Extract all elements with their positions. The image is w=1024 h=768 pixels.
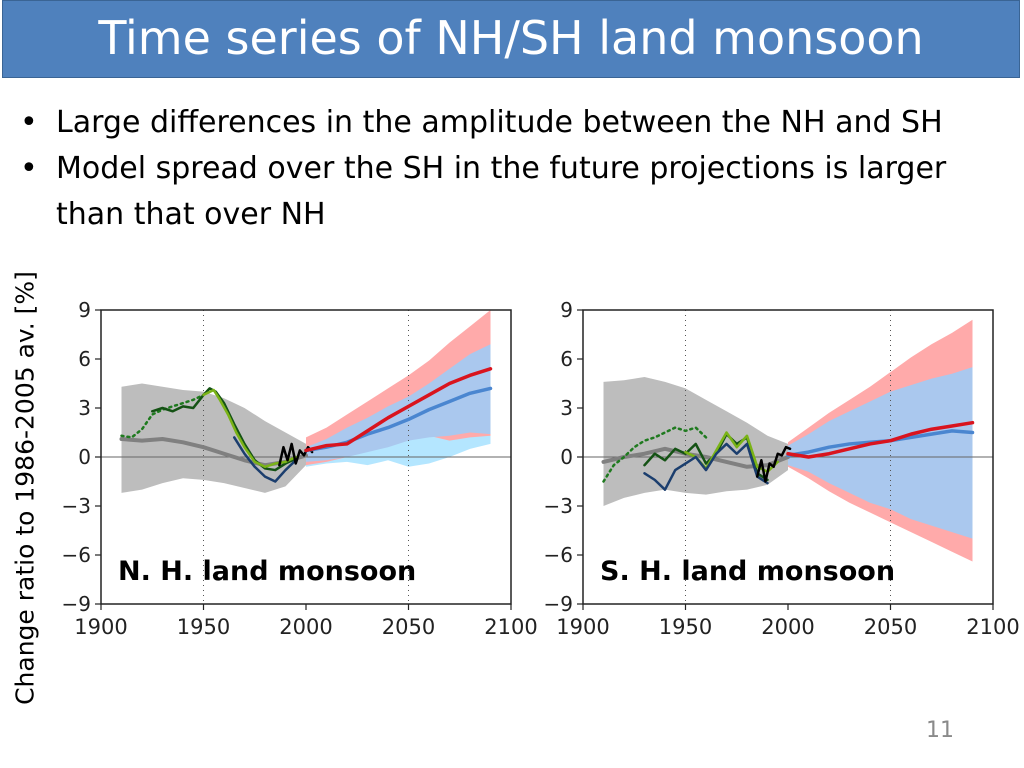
nh-monsoon-chart: −9 −6 −3 0 3 6 9 1900 1950 2000 2050 2100 N. H. land… <box>62 298 538 639</box>
bullet-marker: • <box>20 105 38 140</box>
y-tick-label: 9 <box>560 298 573 322</box>
bullet-item: • Large differences in the amplitude bet… <box>14 100 1014 146</box>
spread-band <box>603 376 788 506</box>
y-tick-label: −9 <box>544 592 573 616</box>
slide-number: 11 <box>926 718 954 743</box>
x-tick-label: 1950 <box>659 615 712 639</box>
y-tick-label: 3 <box>560 396 573 420</box>
y-tick-label: −3 <box>544 494 573 518</box>
series-line <box>786 420 975 459</box>
y-tick-label: 0 <box>560 445 573 469</box>
x-tick-label: 2100 <box>484 615 537 639</box>
spread-band <box>306 344 491 462</box>
y-tick-label: 3 <box>78 396 91 420</box>
plot-area <box>101 310 511 604</box>
y-tick-label: 6 <box>78 347 91 371</box>
bullet-item: • Model spread over the SH in the future… <box>14 146 1014 238</box>
x-tick-label: 2000 <box>761 615 814 639</box>
sh-monsoon-chart: −9 −6 −3 0 3 6 9 1900 1950 2000 2050 2100 S. H. land… <box>544 298 1020 639</box>
series-line <box>304 367 493 453</box>
series-line <box>120 393 205 439</box>
x-tick-label: 1900 <box>74 615 127 639</box>
y-tick-label: 0 <box>78 445 91 469</box>
chart-panel-label: N. H. land monsoon <box>118 556 416 587</box>
x-tick-label: 2050 <box>864 615 917 639</box>
slide-title: Time series of NH/SH land monsoon <box>98 11 924 65</box>
bullet-marker: • <box>20 151 38 186</box>
bullet-list: • Large differences in the amplitude bet… <box>14 100 1014 238</box>
y-tick-label: 6 <box>560 347 573 371</box>
series-line <box>756 445 792 483</box>
series-line <box>233 436 297 483</box>
series-line <box>151 387 297 472</box>
series-line <box>643 442 769 491</box>
x-tick-label: 2000 <box>279 615 332 639</box>
x-tick-label: 2050 <box>382 615 435 639</box>
bullet-text: Large differences in the amplitude betwe… <box>56 105 943 140</box>
y-tick-label: −3 <box>62 494 91 518</box>
title-bar: Time series of NH/SH land monsoon <box>2 0 1020 78</box>
y-tick-label: −6 <box>62 543 91 567</box>
y-axis-label: Change ratio to 1986-2005 av. [%] <box>10 271 40 705</box>
x-tick-label: 2100 <box>966 615 1019 639</box>
y-tick-label: −6 <box>544 543 573 567</box>
chart-panel-label: S. H. land monsoon <box>600 556 895 587</box>
spread-band <box>788 367 973 539</box>
y-tick-label: −9 <box>62 592 91 616</box>
x-tick-label: 1950 <box>177 615 230 639</box>
x-tick-label: 1900 <box>556 615 609 639</box>
plot-area <box>583 310 993 604</box>
bullet-text: Model spread over the SH in the future p… <box>56 151 947 232</box>
y-tick-label: 9 <box>78 298 91 322</box>
